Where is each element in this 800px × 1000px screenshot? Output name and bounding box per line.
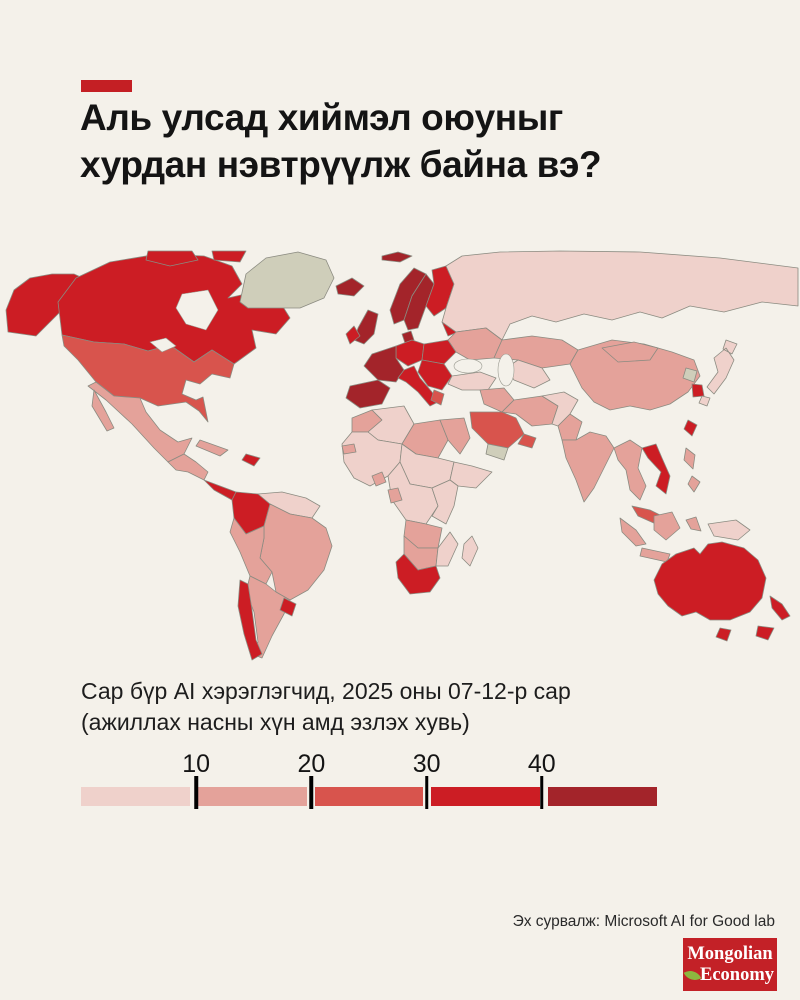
region-yemen [485, 443, 509, 461]
region-greenland [239, 251, 335, 309]
world-map-svg [5, 250, 799, 661]
region-ghana [371, 471, 387, 487]
source-credit: Эх сурвалж: Microsoft AI for Good lab [512, 913, 775, 930]
region-ukraine-belarus [447, 327, 503, 361]
accent-bar [81, 80, 132, 92]
subtitle-line-2: (ажиллах насны хүн амд эзлэх хувь) [81, 709, 470, 735]
region-egypt [439, 417, 471, 455]
region-saudi-arabia [469, 411, 525, 449]
region-uruguay [279, 597, 297, 617]
legend-swatch-40-plus [548, 787, 657, 806]
legend-color-bar [81, 787, 657, 806]
region-ireland [345, 325, 361, 345]
region-mozambique [435, 531, 459, 567]
logo-line-2: Economy [683, 965, 774, 986]
region-madagascar [461, 535, 479, 567]
region-horn-of-africa [449, 461, 493, 489]
region-pakistan [557, 413, 583, 441]
legend-tick-30 [424, 776, 429, 809]
region-iceland [335, 277, 365, 297]
region-canada-arctic [145, 250, 247, 267]
subtitle-line-1: Сар бүр AI хэрэглэгчид, 2025 оны 07-12-р… [81, 678, 571, 704]
logo-line-1: Mongolian [687, 943, 773, 964]
legend-tick-label-10: 10 [182, 750, 211, 778]
page-title: Аль улсад хиймэл оюуныг хурдан нэвтрүүлж … [80, 94, 700, 188]
region-mexico [87, 381, 193, 463]
color-scale-legend: 10 20 30 40 [81, 750, 657, 814]
legend-tick-label-20: 20 [297, 750, 326, 778]
title-line-2: хурдан нэвтрүүлж байна вэ? [80, 144, 602, 185]
caspian-sea [497, 353, 515, 387]
black-sea [453, 358, 483, 374]
region-russia [441, 250, 799, 341]
legend-swatch-10-20 [197, 787, 307, 806]
region-italy [397, 365, 439, 407]
legend-tick-label-40: 40 [527, 750, 556, 778]
chart-subtitle: Сар бүр AI хэрэглэгчид, 2025 оны 07-12-р… [81, 676, 571, 738]
region-india [561, 431, 615, 503]
legend-tick-10 [194, 776, 198, 809]
region-myanmar-thailand [613, 439, 647, 501]
legend-tick-20 [309, 776, 314, 809]
region-greece [430, 389, 445, 406]
region-argentina [245, 575, 291, 659]
legend-swatch-30-40 [431, 787, 541, 806]
region-turkey [447, 371, 497, 391]
region-japan [698, 339, 738, 407]
region-iberia [345, 379, 391, 409]
region-senegal [341, 443, 357, 455]
region-taiwan [683, 419, 698, 437]
region-australia [653, 541, 767, 621]
region-germany [395, 339, 425, 367]
region-vietnam [641, 443, 671, 495]
region-peru-bolivia [229, 517, 273, 585]
region-gulf-states [517, 433, 537, 449]
mongolian-economy-logo: Mongolian Economy [683, 938, 777, 991]
legend-swatch-20-30 [314, 787, 424, 806]
region-gabon [387, 487, 403, 504]
region-south-korea [691, 383, 705, 398]
legend-tick-label-30: 30 [412, 750, 441, 778]
region-panama-costa-rica [203, 479, 237, 501]
region-philippines [683, 447, 701, 493]
legend-swatch-0-10 [81, 787, 190, 806]
region-hispaniola [241, 453, 261, 467]
region-svalbard [381, 251, 413, 263]
region-new-guinea [707, 519, 751, 541]
region-central-europe [421, 339, 457, 365]
great-lakes [149, 337, 177, 353]
region-north-korea [682, 367, 698, 383]
region-balkans [417, 359, 453, 391]
region-central-america [167, 453, 209, 481]
region-brazil [259, 503, 333, 601]
region-new-zealand [755, 595, 791, 641]
region-mongolia [601, 341, 659, 363]
legend-tick-40 [540, 776, 544, 809]
region-chile [237, 579, 263, 661]
region-south-africa [395, 553, 441, 595]
region-east-africa [431, 479, 459, 525]
region-uk [353, 309, 379, 345]
region-tasmania [715, 627, 732, 642]
title-line-1: Аль улсад хиймэл оюуныг [80, 97, 563, 138]
hudson-bay [175, 289, 219, 331]
leaf-icon [683, 966, 702, 984]
world-choropleth-map [0, 250, 800, 665]
region-cuba [195, 439, 229, 457]
